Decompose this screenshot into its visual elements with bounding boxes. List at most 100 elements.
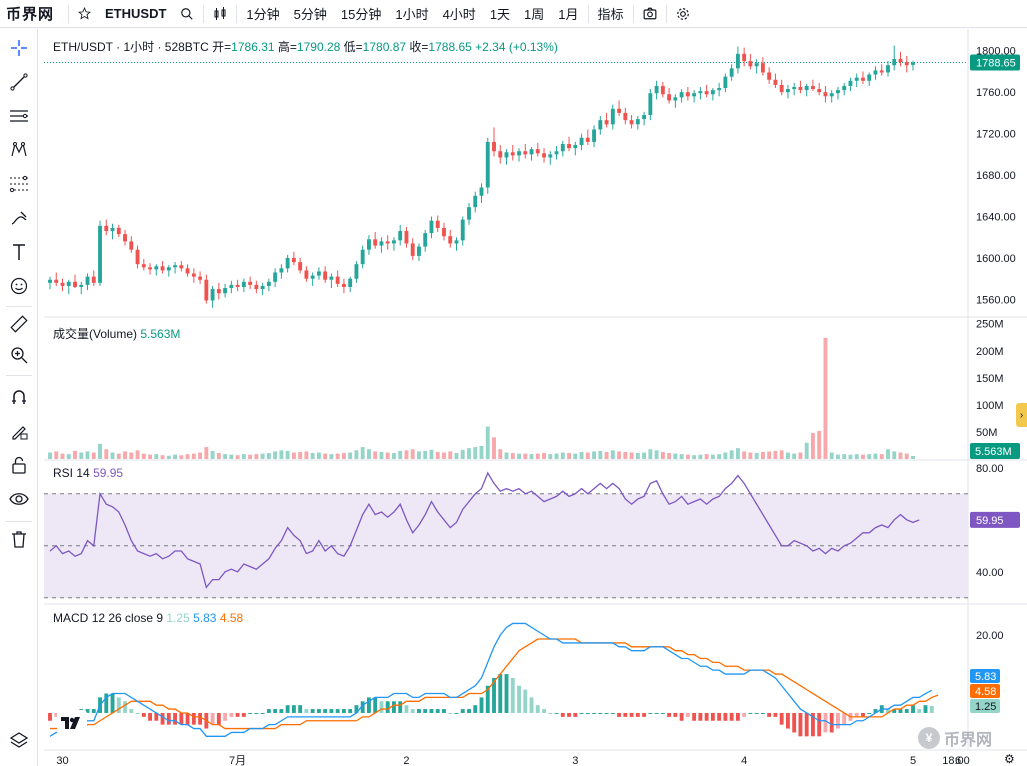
macd-params: 12 26 close 9	[91, 611, 164, 625]
favorite-star-icon[interactable]	[71, 0, 98, 28]
axis-settings-icon[interactable]: ⚙	[1004, 752, 1015, 766]
high-label: 高=	[277, 40, 297, 54]
candle-up	[110, 227, 115, 232]
site-logo[interactable]: 币界网	[6, 6, 55, 23]
macd-histogram-bar	[917, 709, 922, 713]
volume-bar	[323, 453, 328, 459]
volume-bar	[842, 454, 847, 459]
lock-icon[interactable]	[5, 451, 33, 479]
timeframe-1w[interactable]: 1周	[524, 7, 545, 22]
candle-type-icon[interactable]	[206, 0, 234, 28]
volume-bar	[704, 454, 709, 459]
fib-retracement-icon[interactable]	[5, 170, 33, 198]
tradingview-logo[interactable]	[57, 710, 87, 736]
rsi-param: 14	[76, 466, 90, 480]
candle-up	[210, 289, 215, 301]
candle-down	[629, 120, 634, 125]
candle-up	[579, 137, 584, 146]
search-icon[interactable]	[173, 0, 201, 28]
volume-bar	[66, 454, 71, 459]
volume-bar	[379, 451, 384, 459]
candle-down	[73, 281, 77, 287]
layers-icon[interactable]	[5, 726, 33, 754]
macd-histogram-bar	[598, 712, 603, 714]
timeframe-4h[interactable]: 4小时	[442, 7, 476, 22]
macd-histogram-bar	[760, 712, 765, 714]
magnet-icon[interactable]	[5, 383, 33, 411]
macd-histogram-bar	[154, 712, 159, 721]
volume-bar	[398, 450, 403, 459]
macd-histogram-bar	[742, 712, 747, 717]
volume-bar	[911, 455, 915, 459]
symbol-search-button[interactable]: ETHUSDT	[105, 6, 167, 21]
candle-up	[379, 241, 384, 246]
crosshair-icon[interactable]	[5, 34, 33, 62]
brush-icon[interactable]	[5, 204, 33, 232]
volume-bar	[473, 447, 478, 459]
macd-histogram-bar	[392, 701, 396, 713]
signal-last-tag	[970, 684, 1000, 698]
rsi-label: RSI	[53, 466, 74, 480]
eye-icon[interactable]	[5, 485, 33, 513]
timeframe-15m[interactable]: 15分钟	[340, 7, 382, 22]
candle-up	[829, 93, 834, 97]
rsi-pane	[44, 471, 968, 599]
candle-up	[679, 92, 684, 98]
camera-icon[interactable]	[636, 0, 664, 28]
timeframe-1h[interactable]: 1小时	[395, 7, 429, 22]
macd-histogram-bar	[254, 712, 259, 714]
timeframe-1m[interactable]: 1分钟	[246, 7, 280, 22]
macd-histogram-bar	[210, 712, 215, 725]
price-tick-label: 1720.00	[976, 129, 1016, 141]
emoji-icon[interactable]	[5, 272, 33, 300]
hist-last-tag	[970, 699, 1000, 713]
scroll-right-button[interactable]: ›	[1016, 403, 1027, 427]
candle-down	[385, 241, 390, 244]
volume-bar	[235, 455, 240, 459]
zoom-in-icon[interactable]	[5, 341, 33, 369]
ruler-icon[interactable]	[5, 310, 33, 338]
candle-down	[373, 239, 378, 246]
timeframe-1d[interactable]: 1天	[489, 7, 511, 22]
volume-bar	[348, 452, 353, 459]
text-tool-icon[interactable]	[5, 238, 33, 266]
lock-pencil-icon[interactable]	[5, 417, 33, 445]
time-tick-label: 5	[910, 755, 916, 766]
time-tick-label: 4	[741, 755, 747, 766]
macd-histogram-bar	[829, 712, 834, 733]
macd-histogram-bar	[467, 709, 471, 713]
rsi-value: 59.95	[93, 466, 124, 480]
macd-histogram-bar	[929, 705, 934, 713]
candle-up	[154, 266, 159, 270]
macd-histogram-bar	[166, 712, 171, 725]
volume-bar	[116, 453, 121, 459]
timeframe-1mo[interactable]: 1月	[558, 7, 579, 22]
volume-bar	[760, 451, 765, 459]
rsi-tick-label: 40.00	[976, 567, 1004, 579]
macd-histogram-bar	[823, 712, 828, 733]
pattern-icon[interactable]	[5, 136, 33, 164]
macd-histogram-bar	[529, 697, 534, 713]
macd-pane	[48, 622, 939, 737]
timeframe-5m[interactable]: 5分钟	[293, 7, 327, 22]
trash-icon[interactable]	[5, 525, 33, 553]
volume-bar	[354, 450, 359, 459]
candle-up	[735, 53, 740, 69]
macd-histogram-bar	[323, 709, 328, 713]
horizontal-lines-icon[interactable]	[5, 102, 33, 130]
volume-bar	[692, 455, 697, 459]
candle-up	[360, 249, 365, 265]
settings-gear-icon[interactable]	[669, 0, 697, 28]
volume-bar	[366, 449, 371, 459]
volume-bar	[154, 454, 159, 459]
volume-bar	[673, 453, 678, 459]
volume-legend: 成交量(Volume) 5.563M	[53, 325, 180, 342]
trend-line-icon[interactable]	[5, 68, 33, 96]
volume-bar	[329, 454, 334, 459]
candle-down	[179, 265, 184, 269]
macd-histogram-bar	[554, 712, 559, 714]
indicators-button[interactable]: 指标	[597, 7, 624, 22]
volume-bar	[811, 433, 815, 459]
candle-up	[504, 152, 509, 158]
